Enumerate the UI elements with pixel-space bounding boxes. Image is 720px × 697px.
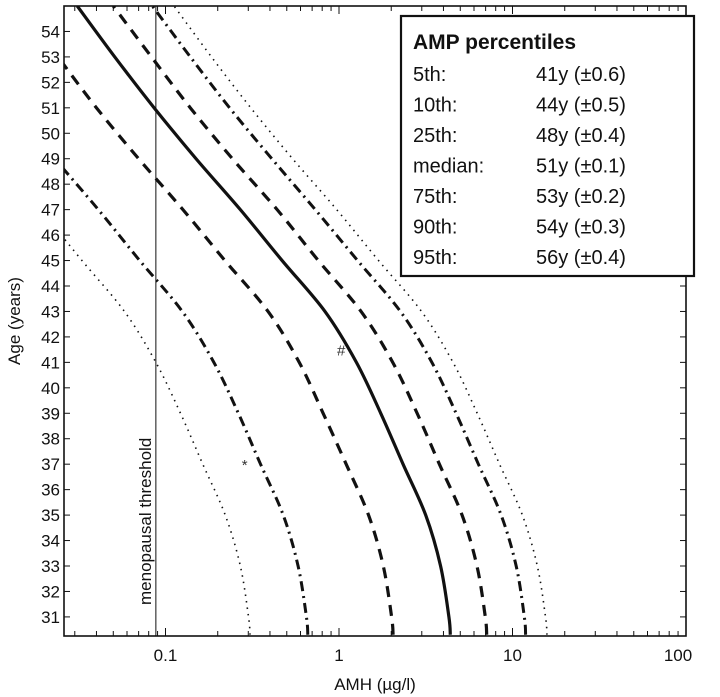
y-tick-label: 32 bbox=[41, 582, 60, 601]
legend-row-label: 5th: bbox=[413, 64, 446, 86]
y-tick-label: 47 bbox=[41, 201, 60, 220]
curve-10th bbox=[64, 167, 310, 635]
y-tick-label: 38 bbox=[41, 430, 60, 449]
plot-frame bbox=[63, 5, 687, 637]
legend-row-value: 41y (±0.6) bbox=[536, 64, 626, 86]
legend-title: AMP percentiles bbox=[413, 31, 576, 54]
y-tick-label: 41 bbox=[41, 353, 60, 372]
legend-row-label: 10th: bbox=[413, 95, 457, 117]
annotation-marker: * bbox=[242, 457, 248, 474]
legend-row-value: 48y (±0.4) bbox=[536, 125, 626, 147]
curve-95th bbox=[173, 6, 548, 635]
curve-90th bbox=[151, 6, 528, 635]
curve-75th bbox=[111, 6, 489, 635]
x-tick-label: 0.1 bbox=[154, 646, 178, 665]
y-tick-label: 53 bbox=[41, 48, 60, 67]
percentile-curves: #* bbox=[64, 6, 548, 636]
x-tick-label: 10 bbox=[503, 646, 522, 665]
legend-row-value: 56y (±0.4) bbox=[536, 247, 626, 269]
y-tick-label: 36 bbox=[41, 481, 60, 500]
y-axis-label: Age (years) bbox=[5, 277, 24, 365]
legend-row-label: 25th: bbox=[413, 125, 457, 147]
legend-row-label: 75th: bbox=[413, 186, 457, 208]
y-tick-label: 40 bbox=[41, 379, 60, 398]
legend-row-label: 90th: bbox=[413, 217, 457, 239]
y-tick-label: 45 bbox=[41, 252, 60, 271]
legend-row-label: 95th: bbox=[413, 247, 457, 269]
y-tick-label: 46 bbox=[41, 226, 60, 245]
y-tick-label: 49 bbox=[41, 150, 60, 169]
y-tick-label: 52 bbox=[41, 73, 60, 92]
axis-ticks: 31 32 33 34 35 36 37 38 39 40 41 42 43 44 45 46 47 48 49 50… bbox=[41, 6, 692, 665]
y-tick-label: 37 bbox=[41, 455, 60, 474]
x-tick-label: 100 bbox=[664, 646, 692, 665]
y-tick-label: 31 bbox=[41, 608, 60, 627]
legend-row-value: 51y (±0.1) bbox=[536, 156, 626, 178]
y-tick-label: 50 bbox=[41, 124, 60, 143]
curve-5th bbox=[64, 237, 251, 635]
y-tick-label: 33 bbox=[41, 557, 60, 576]
y-tick-label: 48 bbox=[41, 175, 60, 194]
x-axis-label: AMH (µg/l) bbox=[334, 675, 416, 694]
menopausal-threshold-label: menopausal threshold bbox=[136, 438, 155, 605]
y-tick-label: 42 bbox=[41, 328, 60, 347]
legend-box bbox=[399, 14, 696, 278]
y-tick-label: 34 bbox=[41, 532, 60, 551]
y-tick-label: 39 bbox=[41, 404, 60, 423]
curve-median bbox=[75, 6, 452, 635]
legend-row-label: median: bbox=[413, 156, 484, 178]
legend-row-value: 53y (±0.2) bbox=[536, 186, 626, 208]
legend: AMP percentiles 5th: 41y (±0.6) 10th: 44y (… bbox=[399, 14, 696, 278]
legend-row-value: 44y (±0.5) bbox=[536, 95, 626, 117]
annotation-marker: # bbox=[337, 343, 346, 360]
y-tick-label: 51 bbox=[41, 99, 60, 118]
y-tick-label: 44 bbox=[41, 277, 60, 296]
legend-row-value: 54y (±0.3) bbox=[536, 217, 626, 239]
curve-25th bbox=[64, 62, 395, 635]
x-tick-label: 1 bbox=[334, 646, 343, 665]
y-tick-label: 54 bbox=[41, 22, 60, 41]
y-tick-label: 43 bbox=[41, 302, 60, 321]
y-tick-label: 35 bbox=[41, 506, 60, 525]
